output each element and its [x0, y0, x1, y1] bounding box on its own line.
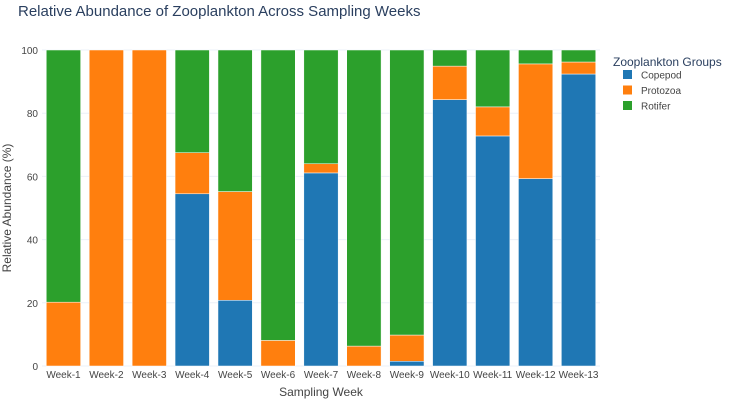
x-tick-label: Week-4 [175, 370, 210, 381]
bar-protozoa-week-12 [518, 63, 554, 179]
bar-protozoa-week-4 [174, 152, 210, 195]
y-tick-label: 20 [27, 299, 39, 310]
y-axis-title: Relative Abundance (%) [0, 144, 14, 273]
x-tick-label: Week-5 [218, 370, 253, 381]
legend-label-protozoa: Protozoa [641, 86, 681, 97]
bar-protozoa-week-13 [561, 61, 596, 75]
bar-protozoa-week-8 [346, 345, 382, 367]
x-tick-label: Week-11 [473, 370, 513, 381]
bar-rotifer-week-6 [260, 49, 296, 341]
bar-protozoa-week-5 [217, 191, 253, 301]
bar-rotifer-week-4 [174, 49, 210, 153]
bar-copepod-week-4 [174, 193, 210, 367]
bar-copepod-week-9 [389, 361, 425, 367]
bars [46, 49, 596, 367]
y-tick-label: 0 [32, 362, 38, 373]
bar-rotifer-week-5 [217, 49, 253, 192]
legend-swatch-copepod [623, 70, 632, 79]
bar-copepod-week-11 [475, 135, 511, 367]
x-tick-label: Week-8 [347, 370, 382, 381]
bar-rotifer-week-8 [346, 49, 382, 347]
x-tick-label: Week-7 [304, 370, 339, 381]
legend-swatch-rotifer [623, 101, 632, 110]
bar-rotifer-week-7 [303, 49, 339, 165]
legend-label-rotifer: Rotifer [641, 102, 671, 113]
bar-rotifer-week-9 [389, 49, 425, 336]
legend-title: Zooplankton Groups [613, 55, 722, 69]
legend: Zooplankton Groups Copepod Protozoa Rotife… [613, 55, 722, 113]
x-tick-label: Week-10 [430, 370, 470, 381]
y-tick-label: 40 [27, 236, 39, 247]
bar-rotifer-week-13 [561, 49, 596, 63]
bar-protozoa-week-11 [475, 106, 511, 137]
bar-protozoa-week-6 [260, 340, 296, 367]
bar-copepod-week-7 [303, 172, 339, 367]
bar-copepod-week-12 [518, 178, 554, 367]
y-tick-label: 60 [27, 172, 39, 183]
x-tick-label: Week-1 [46, 370, 81, 381]
bar-protozoa-week-7 [303, 163, 339, 174]
legend-label-copepod: Copepod [641, 71, 682, 82]
x-tick-label: Week-9 [390, 370, 425, 381]
bar-protozoa-week-10 [432, 65, 468, 100]
bar-copepod-week-5 [217, 300, 253, 367]
x-tick-label: Week-13 [559, 370, 599, 381]
bar-rotifer-week-1 [46, 49, 81, 303]
legend-swatch-protozoa [623, 85, 632, 95]
y-tick-label: 80 [27, 109, 39, 120]
bar-protozoa-week-9 [389, 334, 425, 362]
y-axis-ticks: 0 20 40 60 80 100 [21, 46, 38, 373]
bar-rotifer-week-11 [475, 49, 511, 108]
chart-title: Relative Abundance of Zooplankton Across… [18, 3, 420, 20]
y-tick-label: 100 [21, 46, 38, 57]
bar-rotifer-week-12 [518, 49, 554, 65]
x-axis-title: Sampling Week [279, 385, 364, 399]
x-tick-label: Week-3 [132, 370, 167, 381]
x-tick-label: Week-12 [516, 370, 556, 381]
bar-protozoa-week-2 [88, 49, 124, 367]
bar-copepod-week-13 [561, 73, 596, 367]
bar-protozoa-week-3 [131, 49, 167, 367]
bar-rotifer-week-10 [432, 49, 468, 67]
x-tick-label: Week-2 [89, 370, 124, 381]
x-axis-ticks: Week-1 Week-2 Week-3 Week-4 Week-5 Week-6 Week… [46, 370, 599, 381]
x-tick-label: Week-6 [261, 370, 296, 381]
bar-copepod-week-10 [432, 99, 468, 367]
bar-protozoa-week-1 [46, 301, 81, 367]
